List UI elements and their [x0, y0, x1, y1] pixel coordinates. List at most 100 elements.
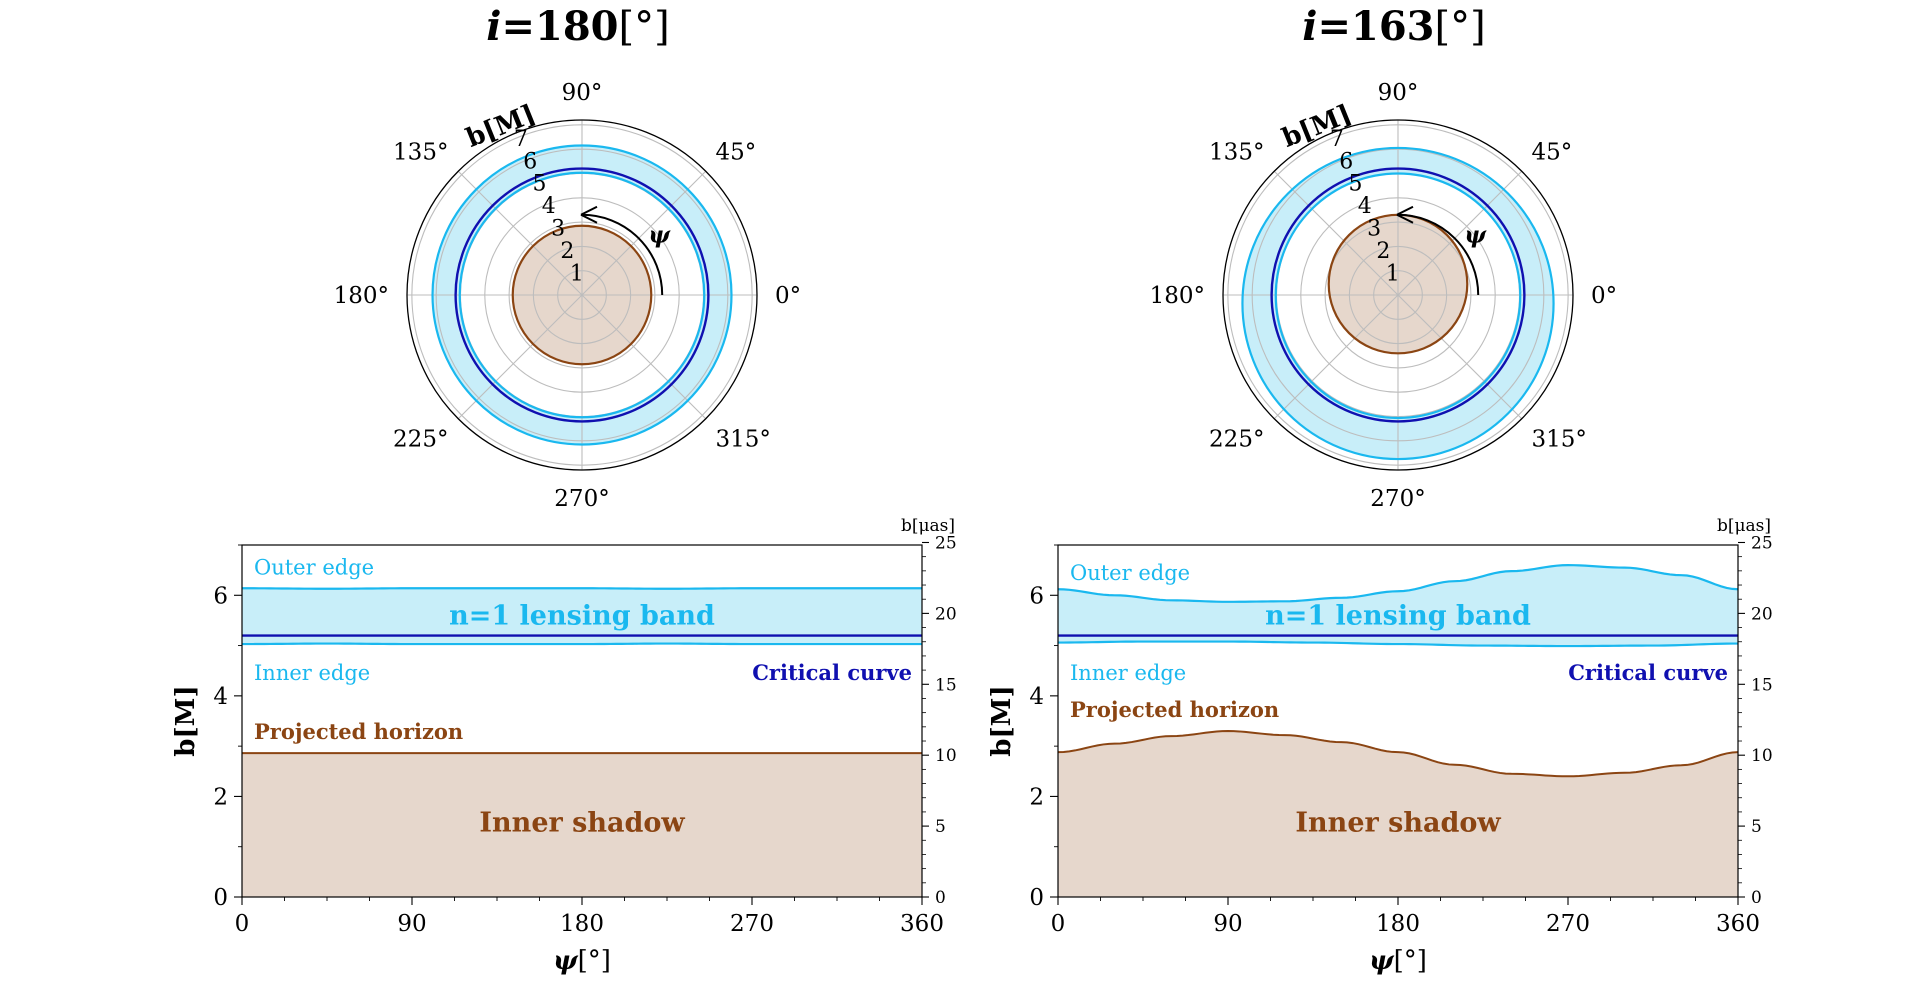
- y-tick-label: 4: [1029, 684, 1044, 710]
- inner-edge-line: [1057, 640, 1739, 648]
- polar-grid-spoke: [457, 294, 583, 420]
- polar-radial-tick: 6: [1339, 149, 1353, 174]
- polar-psi-label: ψ: [648, 221, 671, 248]
- x-axis-symbol: ψ: [553, 946, 579, 976]
- panel-title: i=163[°]: [1302, 3, 1485, 50]
- x-tick-label: 90: [1213, 911, 1242, 937]
- right-panel: i=163[°]ψ0°45°90°135°180°225°270°315°123…: [987, 3, 1773, 976]
- cartesian-plot: 0 90 180 270 360 0 2 4 6 0 5 10 15 20 25b[μas] ψ[°] b[M]…: [171, 516, 957, 976]
- x-axis-symbol: ψ: [1369, 946, 1395, 976]
- y2-tick-label: 20: [1751, 604, 1773, 624]
- x-tick-label: 180: [1376, 911, 1420, 937]
- inner-edge-line: [242, 642, 922, 646]
- outer-edge-line: [242, 587, 922, 590]
- polar-radial-tick: 3: [1367, 217, 1381, 242]
- polar-radial-tick: 7: [514, 127, 528, 152]
- polar-outer-edge: [431, 144, 733, 446]
- polar-inner-edge: [458, 171, 706, 419]
- title-symbol: i: [1302, 3, 1317, 50]
- polar-frame: [1222, 119, 1574, 471]
- x-tick-label: 270: [730, 911, 774, 937]
- y2-axis-label: b[μas]: [901, 516, 955, 536]
- projected-horizon-line: [1057, 730, 1739, 778]
- polar-radial-tick: 4: [1358, 194, 1372, 219]
- polar-psi-arrowhead: [1396, 205, 1414, 224]
- y-axis-label: b[M]: [171, 685, 201, 757]
- polar-radial-tick: 7: [1330, 127, 1344, 152]
- inner-edge-label: Inner edge: [1070, 661, 1186, 685]
- x-axis-label: ψ[°]: [553, 946, 611, 976]
- polar-critical-curve: [454, 167, 710, 423]
- title-unit: [°]: [619, 4, 670, 50]
- polar-angle-label: 270°: [1370, 486, 1425, 512]
- lensing-band-label: n=1 lensing band: [449, 600, 715, 631]
- polar-grid-spoke: [457, 170, 583, 296]
- y2-tick-label: 20: [935, 604, 957, 624]
- title-value: =163: [1317, 3, 1434, 50]
- polar-inner-edge: [1274, 172, 1522, 420]
- polar-psi-arrow: [581, 213, 664, 296]
- y-tick-label: 2: [1029, 784, 1044, 810]
- critical-curve-label: Critical curve: [1568, 660, 1728, 685]
- y-tick-label: 6: [1029, 583, 1044, 609]
- x-tick-label: 360: [1716, 911, 1760, 937]
- y2-tick-label: 0: [935, 888, 946, 908]
- y2-axis-label: b[μas]: [1717, 516, 1771, 536]
- polar-outer-edge: [1241, 146, 1555, 461]
- y2-tick-label: 15: [1751, 675, 1773, 695]
- polar-frame: [406, 119, 758, 471]
- x-tick-label: 180: [560, 911, 604, 937]
- polar-angle-label: 90°: [1378, 80, 1419, 106]
- x-tick-label: 270: [1546, 911, 1590, 937]
- y2-tick-label: 10: [935, 746, 957, 766]
- polar-grid-spoke: [581, 170, 707, 296]
- polar-radial-tick: 5: [532, 172, 546, 197]
- polar-radial-tick: 1: [1386, 262, 1400, 287]
- title-symbol: i: [486, 3, 501, 50]
- y2-tick-label: 25: [1751, 533, 1773, 553]
- polar-radial-tick: 2: [1376, 239, 1390, 264]
- polar-radial-tick: 6: [523, 149, 537, 174]
- polar-projected-horizon: [511, 224, 653, 366]
- lensing-band-fill: [242, 588, 922, 645]
- inner-shadow-label: Inner shadow: [1295, 808, 1501, 839]
- lensing-band-fill: [1058, 565, 1738, 647]
- polar-angle-label: 135°: [1209, 139, 1264, 165]
- y2-tick-label: 5: [1751, 817, 1762, 837]
- panel-title: i=180[°]: [486, 3, 669, 50]
- inner-edge-label: Inner edge: [254, 661, 370, 685]
- polar-angle-label: 90°: [562, 80, 603, 106]
- polar-angle-label: 180°: [334, 283, 389, 309]
- x-axis-unit: [°]: [578, 946, 611, 976]
- polar-angle-label: 180°: [1150, 283, 1205, 309]
- x-axis-unit: [°]: [1394, 946, 1427, 976]
- x-tick-label: 90: [397, 911, 426, 937]
- polar-grid-spoke: [1397, 170, 1523, 296]
- lensing-band-label: n=1 lensing band: [1265, 600, 1531, 631]
- polar-critical-curve: [1270, 167, 1526, 423]
- y2-tick-label: 5: [935, 817, 946, 837]
- outer-edge-label: Outer edge: [1070, 561, 1190, 585]
- x-tick-label: 0: [235, 911, 250, 937]
- polar-angle-label: 225°: [393, 427, 448, 453]
- y-tick-label: 0: [1029, 885, 1044, 911]
- projected-horizon-label: Projected horizon: [254, 719, 463, 744]
- y-axis-label: b[M]: [987, 685, 1017, 757]
- polar-angle-label: 225°: [1209, 427, 1264, 453]
- y-tick-label: 6: [213, 583, 228, 609]
- polar-radial-tick: 3: [551, 217, 565, 242]
- inner-shadow-fill: [242, 753, 922, 897]
- x-axis-label: ψ[°]: [1369, 946, 1427, 976]
- polar-grid-spoke: [581, 294, 707, 420]
- y2-tick-label: 15: [935, 675, 957, 695]
- cartesian-plot: 0 90 180 270 360 0 2 4 6 0 5 10 15 20 25b[μas] ψ[°] b[M]…: [987, 516, 1773, 976]
- projected-horizon-label: Projected horizon: [1070, 697, 1279, 722]
- y-tick-label: 4: [213, 684, 228, 710]
- polar-psi-arrowhead: [580, 205, 598, 224]
- polar-psi-label: ψ: [1464, 221, 1487, 248]
- polar-radial-tick: 4: [542, 194, 556, 219]
- polar-angle-label: 135°: [393, 139, 448, 165]
